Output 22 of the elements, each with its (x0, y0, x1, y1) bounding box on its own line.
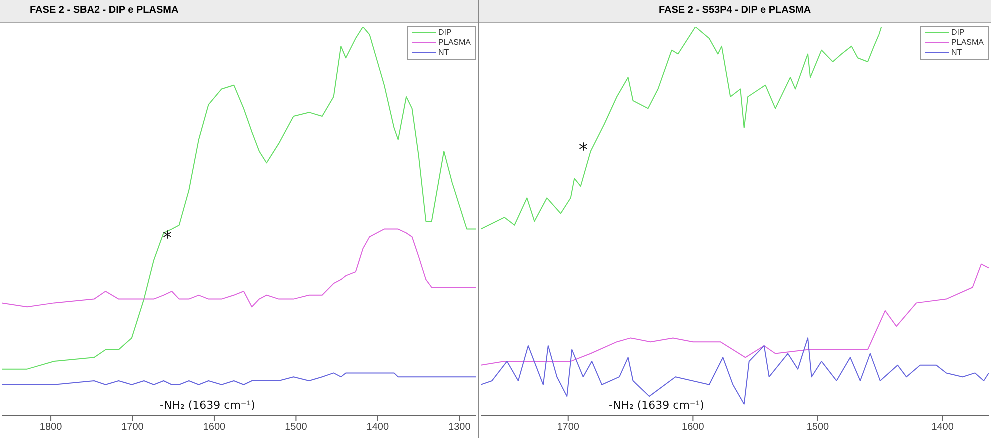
x-tick-label: 1400 (366, 422, 390, 434)
annotation: * (579, 140, 588, 161)
chart-title: FASE 2 - S53P4 - DIP e PLASMA (479, 0, 991, 23)
x-tick-label: 1800 (40, 422, 63, 434)
annotation: * (163, 228, 172, 249)
legend-label: DIP (438, 28, 452, 38)
x-tick-label: 1300 (448, 422, 472, 434)
x-tick-label: 1500 (285, 422, 308, 434)
legend-label: PLASMA (438, 38, 471, 48)
x-tick-label: 1700 (557, 422, 580, 434)
annotation: -NH₂ (1639 cm⁻¹) (160, 399, 256, 412)
x-tick-label: 1500 (806, 422, 830, 434)
legend-label: DIP (952, 28, 965, 38)
x-tick-label: 1700 (122, 422, 144, 434)
chart-title: FASE 2 - SBA2 - DIP e PLASMA (0, 0, 478, 23)
x-tick-label: 1600 (203, 422, 226, 434)
x-tick-label: 1400 (932, 422, 954, 434)
legend-label: PLASMA (952, 38, 984, 48)
legend-label: NT (952, 48, 962, 58)
annotation: -NH₂ (1639 cm⁻¹) (609, 399, 704, 412)
legend-label: NT (438, 48, 450, 58)
x-tick-label: 1600 (682, 422, 705, 434)
